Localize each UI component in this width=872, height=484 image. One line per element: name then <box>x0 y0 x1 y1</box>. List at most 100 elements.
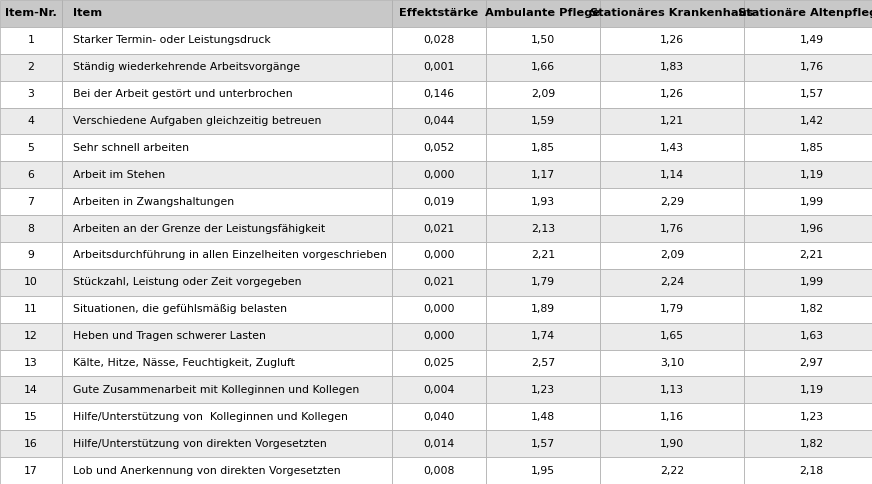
Bar <box>392 135 486 161</box>
Bar <box>392 215 486 242</box>
Bar <box>486 457 600 484</box>
Text: 3: 3 <box>28 89 34 99</box>
Text: 0,019: 0,019 <box>424 197 454 207</box>
Bar <box>62 135 392 161</box>
Text: 2,22: 2,22 <box>660 466 684 476</box>
Text: 1,43: 1,43 <box>660 143 684 153</box>
Bar <box>600 107 744 135</box>
Bar <box>392 430 486 457</box>
Bar <box>600 135 744 161</box>
Bar <box>392 27 486 54</box>
Text: Hilfe/Unterstützung von direkten Vorgesetzten: Hilfe/Unterstützung von direkten Vorgese… <box>72 439 326 449</box>
Bar <box>486 377 600 403</box>
Text: Hilfe/Unterstützung von  Kolleginnen und Kollegen: Hilfe/Unterstützung von Kolleginnen und … <box>72 412 347 422</box>
Text: 1,63: 1,63 <box>800 331 823 341</box>
Bar <box>744 403 872 430</box>
Bar <box>62 242 392 269</box>
Bar <box>62 323 392 349</box>
Bar <box>0 135 62 161</box>
Bar <box>0 296 62 323</box>
Text: 0,052: 0,052 <box>424 143 454 153</box>
Text: 1,96: 1,96 <box>800 224 823 234</box>
Bar <box>744 54 872 81</box>
Bar <box>0 215 62 242</box>
Text: 1,50: 1,50 <box>531 35 555 45</box>
Text: 2,13: 2,13 <box>531 224 555 234</box>
Bar <box>600 0 744 27</box>
Text: 1,57: 1,57 <box>531 439 555 449</box>
Bar <box>744 269 872 296</box>
Bar <box>600 403 744 430</box>
Text: 1,19: 1,19 <box>800 170 823 180</box>
Bar <box>0 377 62 403</box>
Text: 0,000: 0,000 <box>423 170 455 180</box>
Text: Item-Nr.: Item-Nr. <box>5 8 57 18</box>
Bar <box>392 457 486 484</box>
Bar <box>62 81 392 107</box>
Bar <box>744 457 872 484</box>
Text: Arbeiten an der Grenze der Leistungsfähigkeit: Arbeiten an der Grenze der Leistungsfähi… <box>72 224 324 234</box>
Text: Stationäre Altenpflege: Stationäre Altenpflege <box>738 8 872 18</box>
Bar <box>600 188 744 215</box>
Bar <box>392 188 486 215</box>
Bar <box>744 377 872 403</box>
Text: 6: 6 <box>28 170 34 180</box>
Text: Verschiedene Aufgaben gleichzeitig betreuen: Verschiedene Aufgaben gleichzeitig betre… <box>72 116 321 126</box>
Text: 1,95: 1,95 <box>531 466 555 476</box>
Text: 2,09: 2,09 <box>531 89 555 99</box>
Bar <box>600 457 744 484</box>
Bar <box>62 403 392 430</box>
Text: 1,14: 1,14 <box>660 170 684 180</box>
Bar <box>392 161 486 188</box>
Bar <box>600 81 744 107</box>
Text: 1,76: 1,76 <box>800 62 823 72</box>
Text: Stückzahl, Leistung oder Zeit vorgegeben: Stückzahl, Leistung oder Zeit vorgegeben <box>72 277 301 287</box>
Bar <box>0 107 62 135</box>
Bar <box>744 349 872 377</box>
Text: Effektstärke: Effektstärke <box>399 8 479 18</box>
Text: 1,74: 1,74 <box>531 331 555 341</box>
Bar <box>0 0 62 27</box>
Text: 1: 1 <box>28 35 34 45</box>
Bar <box>486 161 600 188</box>
Text: 2,29: 2,29 <box>660 197 684 207</box>
Text: 5: 5 <box>28 143 34 153</box>
Bar <box>744 323 872 349</box>
Bar <box>486 27 600 54</box>
Text: 0,000: 0,000 <box>423 250 455 260</box>
Bar <box>600 349 744 377</box>
Text: 0,028: 0,028 <box>424 35 454 45</box>
Text: 1,66: 1,66 <box>531 62 555 72</box>
Bar <box>62 161 392 188</box>
Text: 1,23: 1,23 <box>800 412 823 422</box>
Text: 1,65: 1,65 <box>660 331 684 341</box>
Text: 1,13: 1,13 <box>660 385 684 395</box>
Text: 2: 2 <box>28 62 34 72</box>
Text: 0,000: 0,000 <box>423 331 455 341</box>
Bar <box>62 377 392 403</box>
Text: 3,10: 3,10 <box>660 358 685 368</box>
Bar <box>600 54 744 81</box>
Bar <box>486 242 600 269</box>
Bar <box>486 403 600 430</box>
Bar <box>62 457 392 484</box>
Bar <box>0 403 62 430</box>
Text: 1,79: 1,79 <box>531 277 555 287</box>
Text: 1,42: 1,42 <box>800 116 823 126</box>
Text: 2,57: 2,57 <box>531 358 555 368</box>
Bar <box>600 27 744 54</box>
Bar <box>486 0 600 27</box>
Bar <box>486 430 600 457</box>
Bar <box>486 349 600 377</box>
Text: 1,49: 1,49 <box>800 35 823 45</box>
Text: Lob und Anerkennung von direkten Vorgesetzten: Lob und Anerkennung von direkten Vorgese… <box>72 466 340 476</box>
Text: 0,021: 0,021 <box>424 224 454 234</box>
Text: 4: 4 <box>28 116 34 126</box>
Bar <box>486 135 600 161</box>
Text: Kälte, Hitze, Nässe, Feuchtigkeit, Zugluft: Kälte, Hitze, Nässe, Feuchtigkeit, Zuglu… <box>72 358 295 368</box>
Bar <box>486 215 600 242</box>
Bar <box>392 269 486 296</box>
Text: 1,21: 1,21 <box>660 116 684 126</box>
Text: 1,89: 1,89 <box>531 304 555 314</box>
Text: 1,99: 1,99 <box>800 197 823 207</box>
